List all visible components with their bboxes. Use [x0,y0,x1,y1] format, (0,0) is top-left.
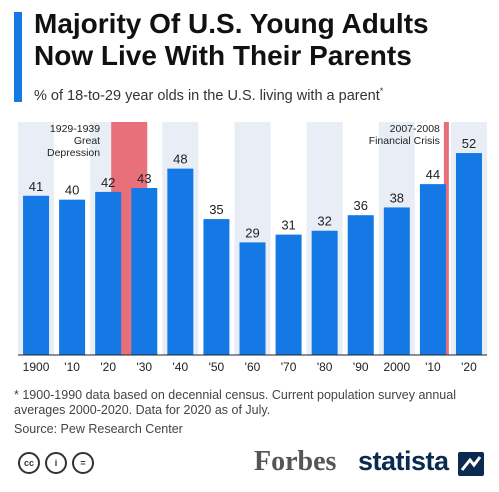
great-depression-annotation: 1929-1939 [50,123,100,135]
forbes-logo: Forbes [254,446,337,477]
bar-value-label: 35 [209,202,223,217]
title-accent-bar [14,12,22,102]
financial-crisis-annotation: Financial Crisis [369,135,440,147]
bar-chart: 41 40 42 43 48 35 29 31 32 36 38 44 52 1900 '10 '20 '30 '… [18,122,487,374]
x-tick-label: '40 [173,360,189,374]
x-tick-label: '60 [245,360,261,374]
bar-value-label: 31 [281,218,295,233]
bar [167,168,194,355]
subtitle-text: % of 18-to-29 year olds in the U.S. livi… [34,87,380,104]
bar-value-label: 41 [29,179,43,194]
bar [23,195,50,355]
title-line-1: Majority Of U.S. Young Adults [34,8,429,39]
chart-subtitle: % of 18-to-29 year olds in the U.S. livi… [34,86,494,104]
financial-crisis-highlight [443,122,449,355]
bar [419,184,446,355]
bar-value-label: 52 [462,136,476,151]
creative-commons-icon: cc [18,452,40,474]
x-tick-label: 2000 [383,360,410,374]
bar-value-label: 29 [245,225,259,240]
no-derivatives-icon: = [72,452,94,474]
financial-crisis-annotation: 2007-2008 [390,123,440,135]
bar [275,234,302,355]
great-depression-annotation: Great [74,135,100,147]
source-note: Source: Pew Research Center [14,422,183,436]
statista-logo: statista [358,446,449,476]
bar [203,219,230,355]
bar-value-label: 36 [353,198,367,213]
bar [59,199,86,355]
bar [131,188,158,355]
x-tick-label: '10 [64,360,80,374]
statista-mark-icon [458,452,484,476]
attribution-icon: i [45,452,67,474]
footnote: * 1900-1990 data based on decennial cens… [14,388,456,417]
x-tick-label: '50 [209,360,225,374]
bar [455,153,482,355]
title-line-2: Now Live With Their Parents [34,40,412,71]
bar [383,207,410,355]
x-tick-label: '20 [100,360,116,374]
x-tick-label: '70 [281,360,297,374]
bar [311,230,338,355]
bar-value-label: 42 [101,175,115,190]
chart-title: Majority Of U.S. Young Adults Now Live W… [34,8,494,72]
bar-value-label: 40 [65,183,79,198]
bar [95,191,122,355]
bar [239,242,266,355]
bar-value-label: 38 [390,190,404,205]
x-tick-label: '20 [461,360,477,374]
x-tick-label: '30 [136,360,152,374]
bar-value-label: 32 [317,214,331,229]
bar-value-label: 48 [173,152,187,167]
x-tick-label: '80 [317,360,333,374]
great-depression-annotation: Depression [47,147,100,159]
bar [347,215,374,355]
bar-value-label: 44 [426,167,440,182]
subtitle-footnote-mark: * [379,86,384,96]
x-tick-label: 1900 [23,360,50,374]
license-icons: cc i = [18,452,94,474]
bar-value-label: 43 [137,171,151,186]
x-tick-label: '90 [353,360,369,374]
x-tick-label: '10 [425,360,441,374]
